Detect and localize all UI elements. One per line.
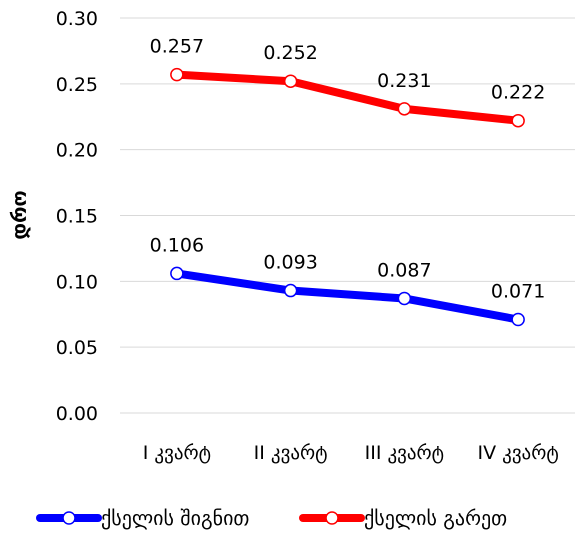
data-point — [397, 102, 412, 116]
data-point — [283, 74, 298, 88]
data-point — [170, 67, 184, 82]
y-tick-label: 0.00 — [56, 403, 98, 425]
y-tick-label: 0.05 — [56, 337, 98, 359]
series-lines — [170, 67, 525, 327]
y-tick-label: 0.10 — [56, 271, 98, 293]
data-labels: 0.106 0.093 0.087 0.071 0.257 0.252 0.231 0.222 — [150, 36, 546, 303]
data-label: 0.093 — [263, 252, 317, 274]
series-line — [172, 70, 523, 125]
data-label: 0.252 — [263, 42, 317, 64]
x-tick-label: I კვარტ — [143, 442, 211, 464]
legend: ქსელის შიგნით ქსელის გარეთ — [36, 506, 507, 530]
data-label: 0.106 — [150, 234, 204, 256]
data-label: 0.231 — [377, 70, 431, 92]
data-point — [283, 283, 298, 298]
data-label: 0.222 — [491, 82, 545, 104]
data-label: 0.087 — [377, 259, 431, 281]
series-line — [172, 269, 523, 324]
y-tick-label: 0.25 — [56, 74, 98, 96]
legend-swatch-marker — [325, 511, 339, 525]
x-tick-label: II კვარტ — [254, 442, 328, 464]
data-point — [170, 266, 184, 281]
y-axis-ticks: 0.30 0.25 0.20 0.15 0.10 0.05 0.00 — [56, 8, 98, 425]
legend-label: ქსელის გარეთ — [364, 506, 507, 530]
y-axis-label: დრო — [7, 190, 31, 239]
data-point — [511, 312, 525, 327]
gridlines — [120, 17, 575, 414]
data-label: 0.071 — [491, 281, 545, 303]
y-tick-label: 0.15 — [56, 206, 98, 228]
x-tick-label: IV კვარტ — [477, 442, 558, 464]
x-axis-ticks: I კვარტ II კვარტ III კვარტ IV კვარტ — [143, 442, 559, 464]
legend-label: ქსელის შიგნით — [101, 506, 249, 530]
data-label: 0.257 — [150, 36, 204, 58]
data-point — [397, 291, 412, 306]
y-tick-label: 0.30 — [56, 8, 98, 30]
y-tick-label: 0.20 — [56, 140, 98, 162]
legend-swatch-marker — [62, 511, 76, 525]
data-point — [511, 113, 525, 128]
x-tick-label: III კვარტ — [365, 442, 445, 464]
